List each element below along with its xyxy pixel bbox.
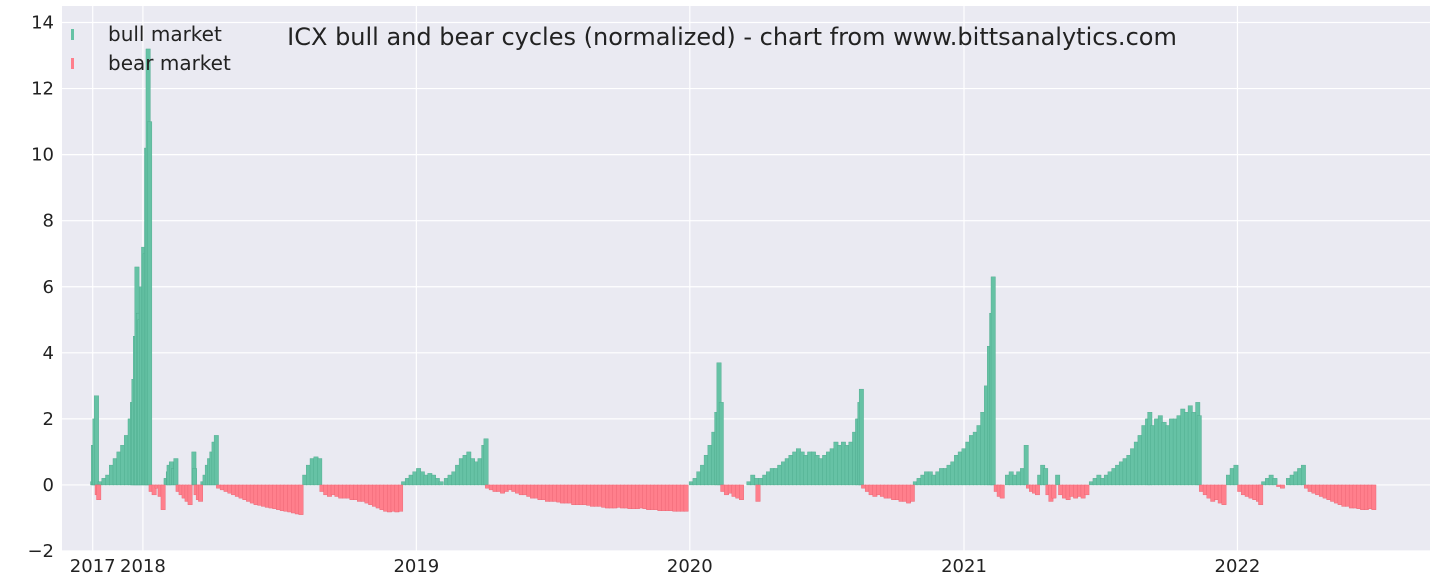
bull-bar <box>94 395 99 486</box>
bear-bar <box>1258 484 1264 505</box>
bear-bar <box>198 484 203 502</box>
y-tick-label: 0 <box>43 475 54 496</box>
bull-bar <box>754 478 759 486</box>
bull-bar <box>1023 445 1029 486</box>
x-tick-label: 2019 <box>393 556 439 577</box>
y-tick-label: 6 <box>43 277 54 298</box>
bull-bar <box>483 438 489 486</box>
bull-bar <box>317 458 323 486</box>
bear-bar <box>755 484 761 502</box>
bull-bar <box>990 276 996 486</box>
bear-bar <box>96 484 102 501</box>
y-tick-label: −2 <box>27 541 54 562</box>
bull-bar <box>1300 464 1306 486</box>
bull-bar <box>858 388 864 486</box>
y-tick-label: 8 <box>43 211 54 232</box>
chart-title: ICX bull and bear cycles (normalized) - … <box>287 23 1177 51</box>
bear-bar <box>1035 484 1040 496</box>
y-axis-ticks: −2 0 2 4 6 8 10 12 14 <box>27 13 54 562</box>
bear-bar <box>398 484 404 512</box>
legend-label-bear: bear market <box>108 51 231 75</box>
bull-bar <box>1196 415 1202 486</box>
bear-bar <box>298 484 304 515</box>
bull-bar <box>718 402 724 486</box>
legend-label-bull: bull market <box>108 22 222 46</box>
bear-bar <box>1221 484 1227 505</box>
legend: bull market bear market <box>71 22 231 75</box>
bear-bar <box>187 484 193 505</box>
bull-bar <box>1055 474 1061 486</box>
bull-bar <box>173 458 179 486</box>
bear-bar <box>1371 484 1377 510</box>
bear-bar <box>151 484 157 496</box>
x-tick-label: 2018 <box>120 556 166 577</box>
bull-bar <box>147 121 153 486</box>
x-tick-label: 2021 <box>941 556 987 577</box>
bear-bar <box>739 484 744 501</box>
y-tick-label: 4 <box>43 343 54 364</box>
bars-layer <box>90 48 1377 515</box>
bull-bar <box>438 481 444 486</box>
y-tick-label: 10 <box>31 145 54 166</box>
bull-bar <box>213 435 219 486</box>
x-tick-label: 2020 <box>667 556 713 577</box>
bear-bar <box>683 484 689 512</box>
x-tick-label: 2017 <box>70 556 116 577</box>
x-tick-label: 2022 <box>1215 556 1261 577</box>
legend-marker-bull <box>71 29 74 40</box>
bull-bar <box>1272 478 1278 486</box>
bear-bar <box>909 484 915 502</box>
bear-bar <box>1280 484 1285 489</box>
bull-bar <box>192 468 197 486</box>
y-tick-label: 2 <box>43 409 54 430</box>
y-tick-label: 12 <box>31 79 54 100</box>
x-axis-ticks: 2017 2018 2019 2020 2021 2022 <box>70 556 1261 577</box>
bear-bar <box>1051 484 1057 499</box>
legend-marker-bear <box>71 58 74 69</box>
bull-bar <box>1043 468 1049 486</box>
bear-bar <box>1084 484 1090 496</box>
bear-bar <box>999 484 1005 499</box>
bear-bar <box>160 484 166 510</box>
plot-area <box>62 6 1430 551</box>
y-tick-label: 14 <box>31 13 54 34</box>
bull-bar <box>1233 464 1239 486</box>
